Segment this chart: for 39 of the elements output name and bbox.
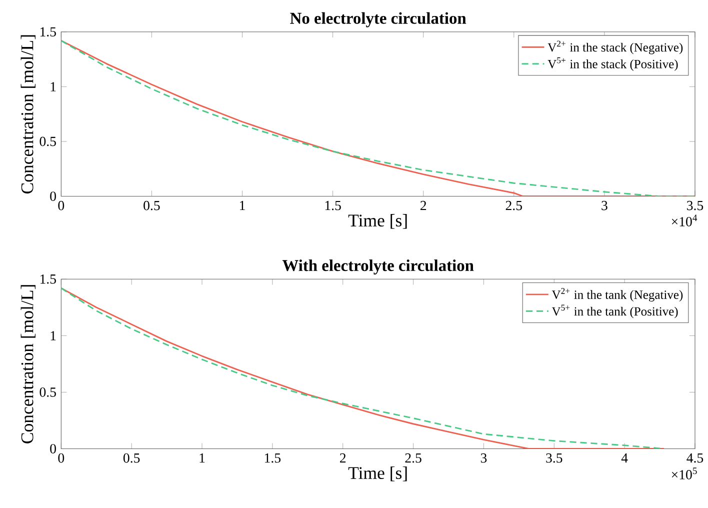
x-tick-label: 0 bbox=[58, 453, 64, 463]
y-tick-label: 1.5 bbox=[40, 27, 56, 37]
x-tick-label: 2 bbox=[420, 200, 426, 210]
x-tick-label: 1.5 bbox=[325, 200, 341, 210]
y-axis-title: Concentration [mol/L] bbox=[20, 285, 36, 444]
line-series bbox=[61, 40, 695, 196]
text: ×10$^{5}$ bbox=[672, 468, 697, 480]
x-tick-label: 2 bbox=[340, 453, 346, 463]
y-tick-label: 0 bbox=[50, 444, 56, 454]
y-tick-label: 1 bbox=[50, 331, 56, 340]
y-axis-title: Concentration [mol/L] bbox=[20, 35, 36, 194]
x-tick-label: 4 bbox=[621, 453, 628, 463]
text: ×10$^{4}$ bbox=[672, 214, 698, 226]
x-axis-title: Time [s] bbox=[348, 214, 407, 229]
legend-label: V$^{2+}$ in the tank (Negative) bbox=[552, 288, 683, 302]
x-tick-label: 3 bbox=[480, 453, 487, 463]
y-tick-label: 1.5 bbox=[40, 274, 56, 284]
legend-label: V$^{5+}$ in the stack (Positive) bbox=[548, 57, 678, 71]
y-tick-label: 0 bbox=[50, 192, 56, 201]
x-tick-label: 1 bbox=[240, 200, 245, 210]
chart-title: With electrolyte circulation bbox=[282, 260, 474, 274]
x-tick-label: 3.5 bbox=[687, 200, 704, 210]
x-tick-label: 2.5 bbox=[506, 200, 522, 210]
x-tick-label: 3 bbox=[602, 200, 608, 210]
x-tick-label: 1 bbox=[200, 453, 205, 463]
y-tick-label: 0.5 bbox=[40, 388, 56, 397]
legend-label: V$^{2+}$ in the stack (Negative) bbox=[548, 40, 683, 54]
x-tick-label: 0.5 bbox=[144, 200, 160, 210]
x-tick-label: 0.5 bbox=[123, 453, 140, 463]
x-tick-label: 2.5 bbox=[405, 453, 422, 463]
legend-label: V$^{5+}$ in the tank (Positive) bbox=[552, 304, 678, 318]
x-tick-label: 4.5 bbox=[686, 453, 704, 463]
x-tick-label: 3.5 bbox=[546, 453, 562, 463]
x-tick-label: 0 bbox=[58, 200, 64, 210]
x-axis-title: Time [s] bbox=[348, 466, 407, 482]
x-tick-label: 1.5 bbox=[265, 453, 281, 463]
y-tick-label: 0.5 bbox=[40, 136, 56, 146]
chart-title: No electrolyte circulation bbox=[290, 12, 466, 28]
y-tick-label: 1 bbox=[50, 82, 56, 92]
